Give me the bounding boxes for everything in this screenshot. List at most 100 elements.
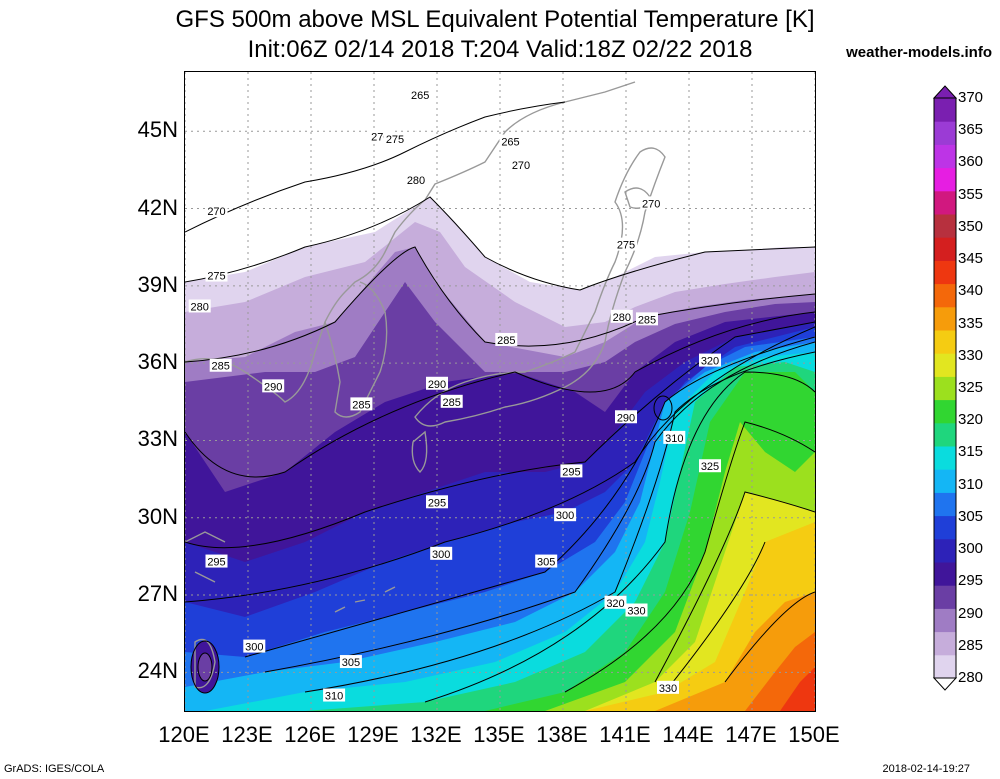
svg-text:295: 295 — [562, 466, 580, 478]
lat-label: 39N — [137, 271, 178, 297]
svg-text:285: 285 — [352, 399, 370, 411]
colorbar-swatch — [934, 167, 956, 192]
contour-label: 290 — [426, 376, 448, 391]
colorbar-swatch — [934, 562, 956, 586]
footer-source: GrADS: IGES/COLA — [4, 763, 105, 775]
lat-label: 33N — [137, 426, 178, 452]
svg-text:305: 305 — [342, 657, 360, 669]
lat-label: 30N — [137, 503, 178, 529]
lon-label: 129E — [347, 722, 399, 747]
colorbar-swatch — [934, 585, 956, 609]
lon-label: 138E — [536, 722, 588, 747]
svg-text:295: 295 — [428, 497, 446, 509]
colorbar-level-label: 340 — [958, 282, 984, 300]
colorbar-swatch — [934, 121, 956, 145]
colorbar-swatch — [934, 237, 956, 261]
colorbar-swatch — [934, 260, 956, 285]
contour-label: 280 — [405, 173, 427, 187]
svg-text:275: 275 — [207, 271, 225, 283]
svg-text:280: 280 — [613, 312, 631, 324]
contour-label: 280 — [188, 299, 211, 313]
contour-label: 295 — [205, 554, 228, 569]
contour-label: 285 — [495, 332, 518, 347]
svg-text:280: 280 — [407, 175, 425, 187]
taiwan-low-core — [198, 653, 212, 681]
colorbar-swatch — [934, 214, 956, 238]
colorbar-swatch — [934, 608, 956, 633]
colorbar-level-label: 295 — [958, 572, 984, 590]
colorbar-swatch — [934, 283, 956, 308]
colorbar-swatch — [934, 538, 956, 563]
contour-label: 285 — [209, 358, 232, 373]
lon-label: 141E — [599, 722, 651, 747]
colorbar-swatch — [934, 190, 956, 215]
svg-text:300: 300 — [556, 510, 574, 522]
map-title: GFS 500m above MSL Equivalent Potential … — [175, 6, 815, 33]
colorbar-level-label: 325 — [958, 379, 984, 396]
contour-label: 270 — [205, 204, 228, 218]
band-365 — [780, 667, 815, 711]
svg-text:265: 265 — [411, 90, 429, 102]
colorbar-level-label: 335 — [958, 314, 984, 332]
svg-text:280: 280 — [191, 301, 209, 313]
colorbar-swatch — [934, 144, 956, 169]
svg-text:285: 285 — [443, 397, 461, 409]
contour-label: 265 — [409, 88, 432, 102]
svg-text:270: 270 — [207, 206, 225, 218]
lon-label: 126E — [284, 722, 336, 747]
contour-label: 300 — [243, 639, 266, 654]
contour-label: 270 — [640, 196, 663, 210]
svg-text:320: 320 — [701, 356, 719, 368]
map-panel: 265 265 270 275 270 280 270 270 275 275 280 280 285 2… — [184, 71, 816, 712]
contour-label: 310 — [323, 688, 346, 703]
svg-text:320: 320 — [606, 598, 624, 610]
colorbar-swatch — [934, 376, 956, 401]
lat-label: 45N — [137, 117, 178, 143]
map-subtitle: Init:06Z 02/14 2018 T:204 Valid:18Z 02/2… — [247, 36, 753, 63]
contour-label: 325 — [699, 459, 721, 473]
colorbar-swatch — [934, 446, 956, 470]
svg-text:300: 300 — [245, 642, 263, 654]
lat-label: 24N — [137, 658, 178, 684]
colorbar-swatch — [934, 98, 956, 122]
colorbar-swatch — [934, 353, 956, 377]
svg-text:300: 300 — [432, 549, 450, 561]
svg-text:290: 290 — [264, 381, 282, 393]
colorbar-level-label: 345 — [958, 250, 984, 268]
lon-label: 150E — [788, 722, 840, 747]
colorbar-swatch — [934, 515, 956, 540]
colorbar-swatch — [934, 631, 956, 656]
contour-label: 330 — [625, 603, 648, 618]
svg-text:290: 290 — [617, 412, 635, 424]
contour-label: 280 — [610, 309, 633, 324]
contour-label: 330 — [657, 680, 679, 695]
contour-label: 295 — [426, 495, 448, 509]
svg-text:265: 265 — [501, 137, 519, 149]
svg-text:270: 270 — [642, 198, 660, 210]
colorbar-swatch — [934, 654, 956, 679]
contour-label: 285 — [440, 394, 463, 409]
contour-label: 290 — [262, 379, 285, 393]
colorbar-swatch — [934, 422, 956, 447]
colorbar-level-label: 370 — [958, 89, 984, 106]
svg-text:310: 310 — [665, 433, 683, 445]
contour-lines — [185, 101, 815, 703]
contour-label: 275 — [615, 237, 637, 252]
colorbar-swatch — [934, 306, 956, 331]
colorbar-swatch — [934, 469, 956, 493]
brand-label: weather-models.info — [846, 44, 992, 61]
contour-label: 300 — [430, 546, 453, 561]
colorbar-level-label: 290 — [958, 604, 984, 622]
colorbar-level-label: 320 — [958, 411, 984, 429]
contour-label: 290 — [615, 410, 637, 424]
colorbar-level-label: 365 — [958, 121, 984, 139]
contour-label: 275 — [384, 131, 406, 146]
svg-text:285: 285 — [497, 335, 515, 347]
svg-text:290: 290 — [428, 379, 446, 391]
contour-label: 320 — [699, 353, 721, 368]
contour-label: 275 — [205, 268, 228, 283]
colorbar — [932, 85, 958, 691]
colorbar-level-label: 305 — [958, 507, 984, 525]
contour-label: 285 — [636, 312, 658, 326]
